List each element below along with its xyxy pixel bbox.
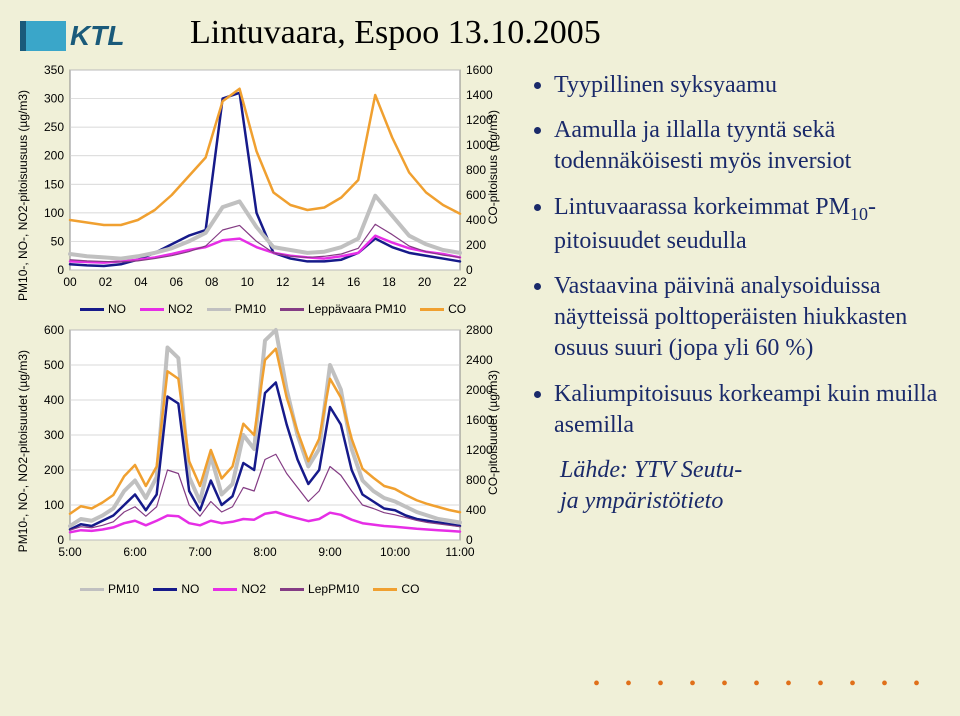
chart2-svg: 0100200300400500600040080012001600200024… <box>10 320 510 580</box>
legend-item: NO <box>153 582 199 596</box>
slide: KTL Lintuvaara, Espoo 13.10.2005 PM10-, … <box>0 0 960 716</box>
chart2-ylabel-right: CO-pitoisuudet (µg/m3) <box>486 370 500 495</box>
svg-text:600: 600 <box>466 188 486 202</box>
legend-item: CO <box>420 302 466 316</box>
svg-text:600: 600 <box>44 323 64 337</box>
legend-item: PM10 <box>207 302 266 316</box>
chart2-ylabel-left: PM10-, NO-, NO2-pitoisuudet (µg/m3) <box>16 350 30 552</box>
bullet-item: Kaliumpitoisuus korkeampi kuin muilla as… <box>554 379 940 441</box>
svg-text:04: 04 <box>134 275 148 289</box>
source-line2: ja ympäristötieto <box>560 488 723 514</box>
svg-text:150: 150 <box>44 177 64 191</box>
legend-item: CO <box>373 582 419 596</box>
svg-text:400: 400 <box>466 213 486 227</box>
logo-icon <box>20 21 66 51</box>
source: Lähde: YTV Seutu- ja ympäristötieto <box>560 455 940 517</box>
svg-text:11:00: 11:00 <box>445 545 474 559</box>
svg-text:10: 10 <box>241 275 255 289</box>
page-title: Lintuvaara, Espoo 13.10.2005 <box>190 14 601 52</box>
bullet-list: Tyypillinen syksyaamu Aamulla ja illalla … <box>530 70 940 441</box>
chart1-ylabel-right: CO-pitoisuus (µg/m3) <box>486 110 500 224</box>
chart-top: PM10-, NO-, NO2-pitoisuusuus (µg/m3) CO-… <box>10 60 510 316</box>
svg-text:800: 800 <box>466 473 486 487</box>
legend-item: NO <box>80 302 126 316</box>
chart1-legend: NO NO2 PM10 Leppävaara PM10 CO <box>80 302 510 316</box>
svg-text:10:00: 10:00 <box>380 545 410 559</box>
svg-text:1600: 1600 <box>466 63 493 77</box>
legend-item: Leppävaara PM10 <box>280 302 406 316</box>
svg-text:22: 22 <box>453 275 467 289</box>
legend-item: PM10 <box>80 582 139 596</box>
svg-text:100: 100 <box>44 498 64 512</box>
svg-text:7:00: 7:00 <box>188 545 212 559</box>
bullet-item: Aamulla ja illalla tyyntä sekä todennäkö… <box>554 115 940 177</box>
svg-text:6:00: 6:00 <box>123 545 147 559</box>
svg-text:8:00: 8:00 <box>253 545 277 559</box>
chart1-ylabel-left: PM10-, NO-, NO2-pitoisuusuus (µg/m3) <box>16 90 30 301</box>
svg-text:12: 12 <box>276 275 290 289</box>
svg-text:500: 500 <box>44 358 64 372</box>
svg-text:5:00: 5:00 <box>58 545 82 559</box>
svg-text:300: 300 <box>44 428 64 442</box>
svg-text:9:00: 9:00 <box>318 545 342 559</box>
bullet-item: Tyypillinen syksyaamu <box>554 70 940 101</box>
svg-text:20: 20 <box>418 275 432 289</box>
chart2-legend: PM10 NO NO2 LepPM10 CO <box>80 582 510 596</box>
svg-text:0: 0 <box>466 263 473 277</box>
source-line1: Lähde: YTV Seutu- <box>560 457 742 483</box>
svg-text:2400: 2400 <box>466 353 493 367</box>
svg-text:100: 100 <box>44 206 64 220</box>
charts-container: PM10-, NO-, NO2-pitoisuusuus (µg/m3) CO-… <box>10 60 510 600</box>
svg-text:300: 300 <box>44 92 64 106</box>
logo-text: KTL <box>70 20 124 52</box>
svg-text:18: 18 <box>382 275 396 289</box>
footer-dots: • • • • • • • • • • • <box>593 673 930 696</box>
svg-text:400: 400 <box>44 393 64 407</box>
svg-text:50: 50 <box>51 234 65 248</box>
svg-text:800: 800 <box>466 163 486 177</box>
legend-item: LepPM10 <box>280 582 359 596</box>
svg-text:1400: 1400 <box>466 88 493 102</box>
svg-text:200: 200 <box>44 463 64 477</box>
svg-text:2800: 2800 <box>466 323 493 337</box>
svg-text:06: 06 <box>170 275 184 289</box>
svg-text:16: 16 <box>347 275 361 289</box>
svg-text:02: 02 <box>99 275 113 289</box>
logo: KTL <box>20 20 124 52</box>
bullets: Tyypillinen syksyaamu Aamulla ja illalla … <box>530 70 940 517</box>
svg-text:200: 200 <box>466 238 486 252</box>
bullet-item: Vastaavina päivinä analysoiduissa näytte… <box>554 271 940 365</box>
legend-item: NO2 <box>213 582 266 596</box>
svg-text:200: 200 <box>44 149 64 163</box>
svg-text:08: 08 <box>205 275 219 289</box>
chart1-svg: 0501001502002503003500200400600800100012… <box>10 60 510 300</box>
svg-text:14: 14 <box>312 275 326 289</box>
chart-bottom: PM10-, NO-, NO2-pitoisuudet (µg/m3) CO-p… <box>10 320 510 596</box>
legend-item: NO2 <box>140 302 193 316</box>
svg-text:350: 350 <box>44 63 64 77</box>
bullet-item: Lintuvaarassa korkeimmat PM10-pitoisuude… <box>554 192 940 257</box>
svg-text:00: 00 <box>63 275 77 289</box>
svg-text:400: 400 <box>466 503 486 517</box>
svg-text:250: 250 <box>44 120 64 134</box>
